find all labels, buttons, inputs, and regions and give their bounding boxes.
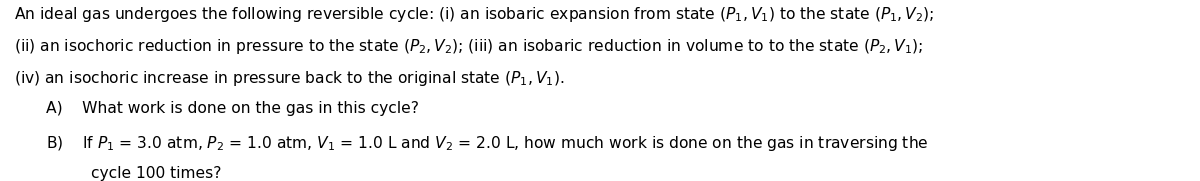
- Text: An ideal gas undergoes the following reversible cycle: (i) an isobaric expansion: An ideal gas undergoes the following rev…: [14, 5, 935, 24]
- Text: (ii) an isochoric reduction in pressure to the state ($P_2, V_2$); (iii) an isob: (ii) an isochoric reduction in pressure …: [14, 37, 924, 56]
- Text: (iv) an isochoric increase in pressure back to the original state ($P_1, V_1$).: (iv) an isochoric increase in pressure b…: [14, 69, 565, 88]
- Text: B)    If $P_1$ = 3.0 atm, $P_2$ = 1.0 atm, $V_1$ = 1.0 L and $V_2$ = 2.0 L, how : B) If $P_1$ = 3.0 atm, $P_2$ = 1.0 atm, …: [46, 134, 929, 153]
- Text: A)    What work is done on the gas in this cycle?: A) What work is done on the gas in this …: [46, 101, 419, 116]
- Text: cycle 100 times?: cycle 100 times?: [91, 166, 222, 181]
